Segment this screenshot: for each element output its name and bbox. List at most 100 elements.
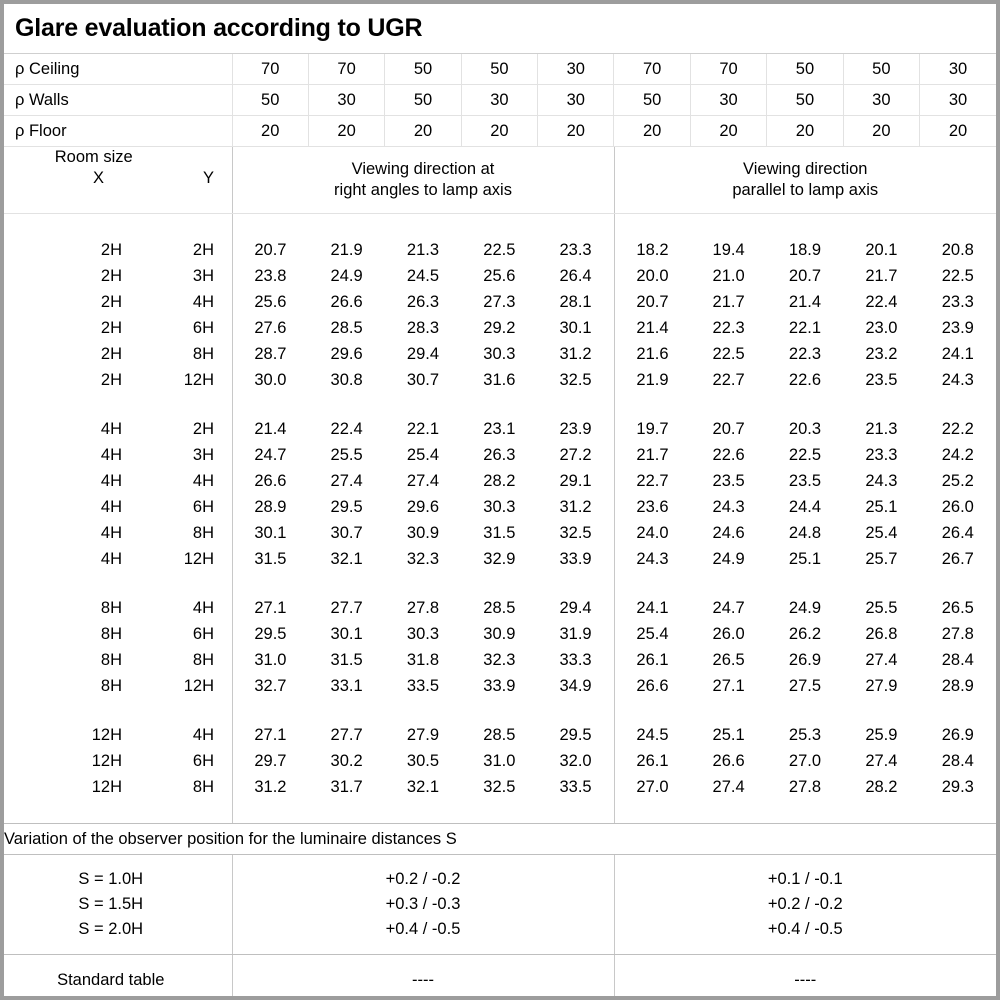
rho-walls-v7: 30 [690, 84, 768, 116]
ugr-value-parallel: 26.7 [941, 549, 974, 568]
table-row-rho-walls: ρ Walls 50 30 50 30 30 50 30 50 30 30 [4, 84, 996, 116]
ugr-value-perpendicular: 30.8 [330, 370, 363, 389]
ugr-value-perpendicular: 29.6 [330, 344, 363, 363]
table-row: 4H 8H 30.1 30.7 30.9 31.5 32.5 24.0 24.6 24.8 25.4… [4, 520, 996, 546]
ugr-value-parallel: 25.4 [613, 621, 691, 647]
ugr-value-perpendicular: 31.0 [254, 650, 287, 669]
rho-walls-v4: 30 [461, 84, 539, 116]
pad2-cell-par [614, 942, 996, 954]
rho-floor-v9: 20 [843, 115, 921, 147]
ugr-value-parallel: 20.3 [788, 419, 822, 438]
ugr-value-perpendicular: 32.7 [254, 676, 287, 695]
room-size-x-label: X [92, 169, 104, 187]
rho-ceiling-v8: 50 [766, 54, 844, 85]
ugr-value-perpendicular: 29.4 [559, 598, 592, 617]
gap-perp [232, 572, 614, 595]
ugr-value-parallel: 27.9 [865, 676, 898, 695]
rho-walls-v6: 50 [613, 84, 691, 116]
room-size-inner: 4H 6H [4, 499, 232, 516]
ugr-value-perpendicular: 27.3 [483, 292, 516, 311]
room-size-inner: 2H 6H [4, 320, 232, 337]
ugr-value-parallel: 26.6 [712, 751, 745, 770]
ugr-value-parallel: 21.6 [613, 341, 691, 367]
room-size-inner: 12H 4H [4, 727, 232, 744]
table-row: 12H 8H 31.2 31.7 32.1 32.5 33.5 27.0 27.4 27.8 28.… [4, 774, 996, 800]
room-size-cell: 2H 12H [4, 367, 233, 393]
room-size-x: 2H [100, 240, 122, 259]
ugr-value-perpendicular: 32.0 [559, 751, 592, 770]
ugr-value-perpendicular: 31.2 [559, 497, 592, 516]
ugr-value-perpendicular: 31.2 [559, 344, 592, 363]
pad-cell-perp [232, 854, 615, 867]
ugr-value-perpendicular: 24.9 [330, 266, 363, 285]
ugr-value-perpendicular: 30.9 [483, 624, 516, 643]
room-size-y: 8H [192, 777, 214, 796]
room-size-cell: 4H 12H [4, 546, 233, 572]
room-size-y: 12H [183, 370, 214, 389]
ugr-value-parallel: 23.0 [865, 318, 898, 337]
room-size-cell: 8H 12H [4, 673, 233, 699]
ugr-value-parallel: 24.4 [788, 497, 822, 516]
ugr-value-perpendicular: 30.1 [330, 624, 363, 643]
ugr-value-perpendicular: 21.9 [330, 240, 363, 259]
room-size-inner: 4H 8H [4, 525, 232, 542]
pad3-cell-par [614, 955, 996, 967]
ugr-value-perpendicular: 26.3 [406, 292, 440, 311]
variation-perp-2: +0.3 / -0.3 [232, 892, 615, 917]
ugr-value-perpendicular: 29.2 [483, 318, 516, 337]
table-row: 12H 4H 27.1 27.7 27.9 28.5 29.5 24.5 25.1 25.3 25.… [4, 722, 996, 748]
table-row: 4H 12H 31.5 32.1 32.3 32.9 33.9 24.3 24.9 25.1 25.… [4, 546, 996, 572]
room-size-cell: 12H 4H [4, 722, 233, 748]
ugr-value-parallel: 26.8 [865, 624, 898, 643]
ugr-value-parallel: 27.4 [865, 650, 898, 669]
ugr-value-perpendicular: 32.1 [330, 549, 363, 568]
room-size-cell: 4H 4H [4, 468, 233, 494]
ugr-value-perpendicular: 31.2 [254, 777, 287, 796]
room-size-y: 8H [192, 344, 214, 363]
ugr-value-perpendicular: 25.6 [483, 266, 516, 285]
pad2-cell-perp [232, 942, 615, 954]
variation-perp-1: +0.2 / -0.2 [232, 867, 615, 892]
variation-label-2: S = 1.5H [4, 892, 233, 917]
ugr-value-perpendicular: 27.7 [330, 725, 363, 744]
ugr-value-parallel: 22.7 [712, 370, 745, 389]
ugr-value-perpendicular: 30.7 [330, 523, 363, 542]
ugr-value-parallel: 28.4 [941, 751, 974, 770]
rho-ceiling-v3: 50 [384, 54, 462, 85]
rho-floor-v8: 20 [766, 115, 844, 147]
ugr-value-perpendicular: 22.5 [483, 240, 516, 259]
ugr-value-parallel: 26.9 [941, 725, 974, 744]
ugr-value-perpendicular: 33.5 [406, 676, 440, 695]
ugr-value-parallel: 25.5 [865, 598, 898, 617]
room-size-y: 12H [183, 549, 214, 568]
ugr-value-perpendicular: 30.5 [406, 751, 440, 770]
ugr-value-parallel: 29.3 [941, 777, 974, 796]
ugr-value-parallel: 20.7 [712, 419, 745, 438]
room-size-wrap: Room size X Y [4, 147, 232, 213]
ugr-value-parallel: 24.1 [613, 595, 691, 621]
ugr-value-parallel: 26.4 [941, 523, 974, 542]
ugr-value-perpendicular: 33.1 [330, 676, 363, 695]
ugr-value-perpendicular: 22.4 [330, 419, 363, 438]
rho-ceiling-v10: 30 [919, 54, 996, 85]
ugr-value-parallel: 25.3 [788, 725, 822, 744]
table-row: 8H 12H 32.7 33.1 33.5 33.9 34.9 26.6 27.1 27.5 27.… [4, 673, 996, 699]
ugr-value-parallel: 27.4 [712, 777, 745, 796]
room-size-inner: 4H 12H [4, 551, 232, 568]
correction-summand-label: Correction summand [4, 993, 233, 996]
room-size-inner: 4H 3H [4, 447, 232, 464]
ugr-value-perpendicular: 27.1 [254, 725, 287, 744]
room-size-inner: 2H 8H [4, 346, 232, 363]
ugr-data-table: 2H 2H 20.7 21.9 21.3 22.5 23.3 18.2 19.4 18.9 20.1… [4, 214, 996, 823]
room-size-x: 2H [100, 370, 122, 389]
ugr-value-parallel: 24.9 [712, 549, 745, 568]
table-row: 2H 2H 20.7 21.9 21.3 22.5 23.3 18.2 19.4 18.9 20.1… [4, 237, 996, 263]
variation-par-2: +0.2 / -0.2 [767, 895, 843, 914]
room-size-x: 12H [91, 725, 122, 744]
standard-table-par: ---- [794, 970, 817, 989]
correction-summand-perp: ---- [232, 993, 615, 996]
rho-walls-v2: 30 [308, 84, 386, 116]
ugr-value-perpendicular: 29.6 [406, 497, 440, 516]
ugr-value-parallel: 22.5 [712, 344, 745, 363]
gap-par [613, 699, 996, 722]
